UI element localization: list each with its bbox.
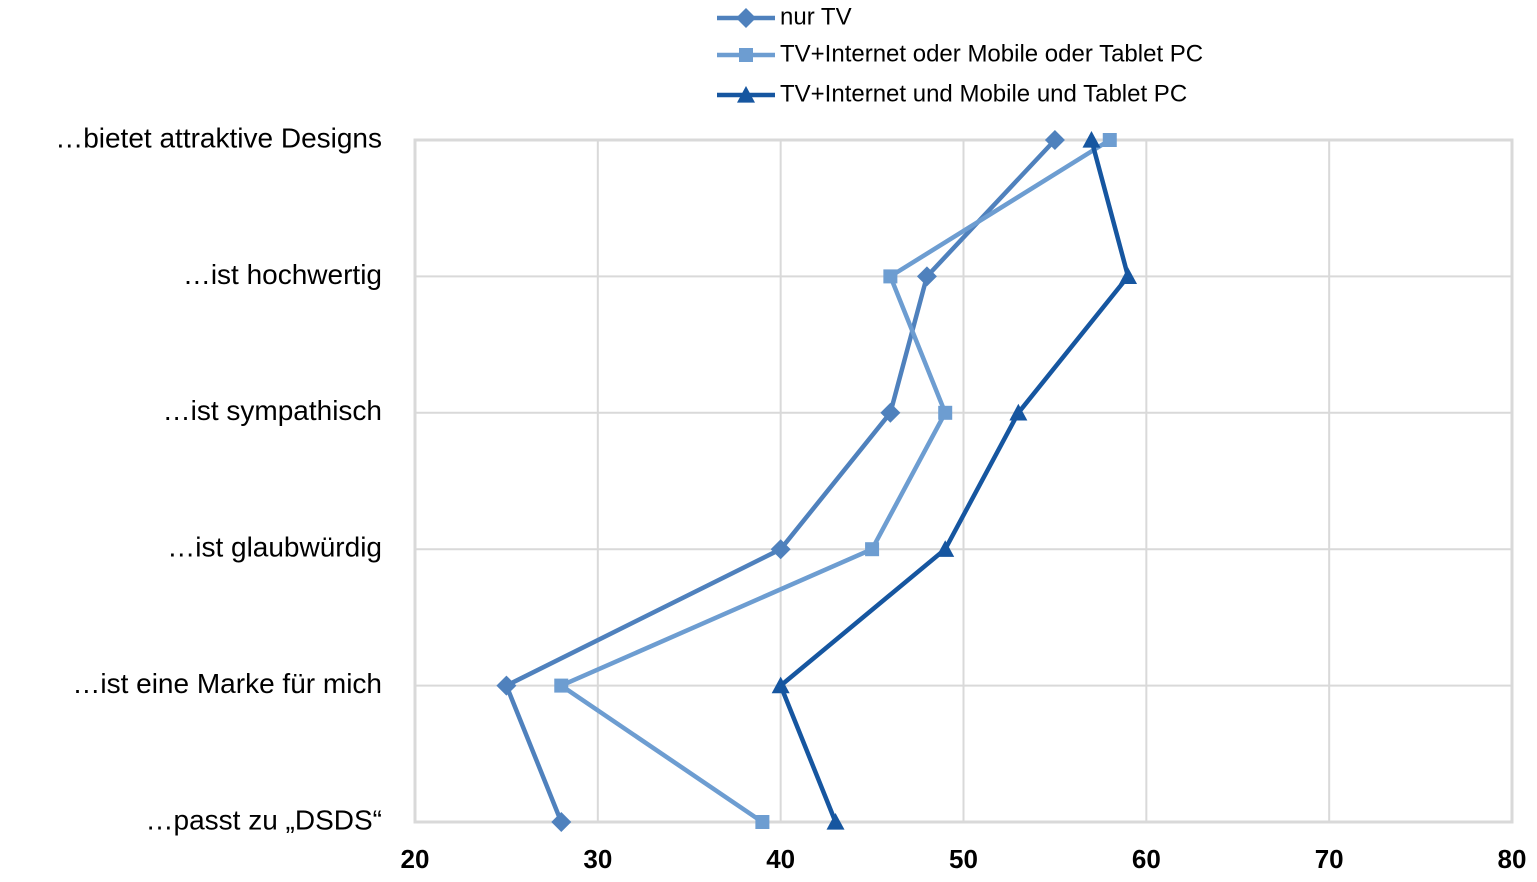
data-point-square [554, 678, 569, 693]
data-point-diamond [551, 812, 572, 832]
series-line [778, 139, 1131, 823]
data-point-diamond [880, 402, 901, 423]
data-point-square [1102, 133, 1117, 147]
data-point-triangle [1082, 131, 1101, 148]
legend-label: nur TV [780, 3, 852, 30]
series-triangle [771, 131, 1138, 830]
data-point-diamond [736, 8, 756, 28]
series-diamond [496, 130, 1065, 832]
legend[interactable]: nur TV TV+Internet oder Mobile oder Table… [717, 3, 1203, 107]
data-point-triangle [826, 813, 845, 830]
series-layer [496, 130, 1138, 832]
data-point-triangle [936, 540, 955, 557]
category-label: …ist glaubwürdig [167, 532, 382, 563]
category-label: …passt zu „DSDS“ [146, 804, 383, 835]
data-point-square [739, 48, 753, 62]
data-point-square [938, 405, 953, 420]
category-label: …ist hochwertig [183, 259, 382, 290]
legend-item[interactable]: TV+Internet oder Mobile oder Tablet PC [717, 40, 1203, 67]
x-tick-label: 80 [1498, 844, 1527, 874]
x-tick-label: 60 [1132, 844, 1161, 874]
x-tick-label: 30 [583, 844, 612, 874]
data-point-diamond [916, 266, 937, 287]
series-square [554, 133, 1117, 829]
data-point-diamond [496, 675, 517, 696]
legend-item[interactable]: nur TV [717, 3, 852, 30]
legend-label: TV+Internet und Mobile und Tablet PC [780, 80, 1187, 107]
x-tick-labels: 20 30 40 50 60 70 80 [401, 844, 1527, 874]
data-point-triangle [1119, 267, 1138, 285]
data-point-diamond [1044, 130, 1065, 150]
category-label: …ist sympathisch [163, 395, 382, 426]
data-point-square [755, 815, 770, 829]
legend-label: TV+Internet oder Mobile oder Tablet PC [780, 40, 1203, 67]
grid [414, 139, 1513, 823]
series-line [504, 138, 1057, 823]
x-tick-label: 40 [766, 844, 795, 874]
category-label: …bietet attraktive Designs [55, 122, 382, 153]
data-point-diamond [770, 539, 791, 560]
data-point-square [865, 542, 880, 557]
category-label: …ist eine Marke für mich [72, 668, 382, 699]
x-tick-label: 20 [401, 844, 430, 874]
series-line [559, 138, 1111, 824]
data-point-triangle [737, 86, 755, 103]
x-tick-label: 50 [949, 844, 978, 874]
data-point-square [883, 269, 898, 284]
data-point-triangle [1009, 403, 1028, 421]
legend-item[interactable]: TV+Internet und Mobile und Tablet PC [717, 80, 1187, 107]
data-point-triangle [771, 676, 790, 694]
plot-area [413, 138, 1514, 824]
category-labels: …bietet attraktive Designs …ist hochwerti… [55, 122, 382, 835]
x-tick-label: 70 [1315, 844, 1344, 874]
